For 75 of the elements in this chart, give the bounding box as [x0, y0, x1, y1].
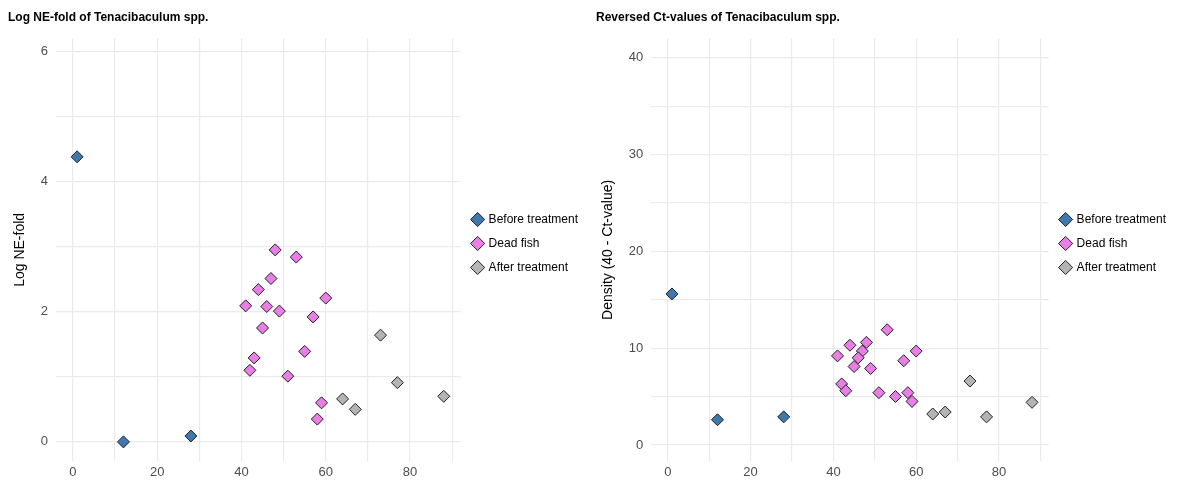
point	[860, 335, 873, 349]
y-axis-title: Density (40 - Ct-value)	[599, 179, 616, 320]
legend-label: After treatment	[1076, 259, 1157, 274]
point	[897, 354, 911, 368]
legend-label: Dead fish	[488, 235, 540, 250]
point	[272, 304, 286, 318]
x-tick-label: 60	[318, 463, 333, 479]
point	[980, 410, 994, 424]
point	[437, 389, 451, 403]
point	[116, 435, 130, 449]
point	[70, 150, 84, 164]
point	[888, 390, 902, 404]
y-tick-label: 0	[40, 433, 49, 449]
point	[260, 300, 274, 314]
point	[710, 413, 724, 427]
y-tick-label: 6	[40, 42, 49, 58]
legend-label: Dead fish	[1076, 235, 1128, 250]
legend-label: Before treatment	[1076, 211, 1167, 226]
point	[839, 384, 853, 398]
y-axis-title: Log NE-fold	[11, 212, 28, 287]
point	[843, 338, 857, 352]
point	[963, 374, 977, 388]
point	[665, 287, 679, 301]
legend-label: After treatment	[488, 259, 569, 274]
point	[901, 386, 915, 400]
x-tick-label: 80	[991, 463, 1007, 479]
legend-label: Before treatment	[488, 211, 579, 226]
point	[298, 344, 312, 358]
x-tick-label: 0	[664, 463, 672, 479]
y-tick-label: 0	[636, 436, 644, 452]
x-tick-label: 80	[402, 463, 418, 479]
point	[251, 283, 265, 297]
x-tick-label: 40	[234, 463, 249, 479]
y-tick-label: 2	[40, 303, 49, 319]
y-tick-label: 30	[628, 146, 644, 162]
point	[256, 321, 270, 335]
x-tick-label: 20	[743, 463, 758, 479]
point	[909, 344, 923, 358]
x-tick-label: 40	[826, 463, 841, 479]
point	[306, 310, 320, 324]
point	[289, 250, 303, 264]
point	[268, 243, 282, 257]
point	[777, 410, 791, 424]
point	[281, 369, 295, 383]
y-tick-label: 4	[40, 173, 49, 189]
x-tick-label: 0	[69, 463, 77, 479]
point	[1025, 395, 1039, 409]
point	[243, 363, 257, 377]
point	[390, 376, 404, 390]
chart-title: Log NE-fold of Tenacibaculum spp.	[8, 9, 209, 24]
point	[847, 360, 861, 374]
point	[926, 407, 940, 421]
point	[864, 361, 878, 375]
point	[336, 392, 350, 406]
point	[938, 405, 952, 419]
point	[851, 351, 865, 365]
point	[319, 291, 333, 305]
point	[348, 402, 362, 416]
chart-title: Reversed Ct-values of Tenacibaculum spp.	[596, 9, 840, 24]
point	[264, 272, 278, 286]
point	[184, 429, 198, 443]
point	[880, 323, 894, 337]
point	[872, 386, 886, 400]
y-tick-label: 10	[628, 339, 644, 355]
point	[239, 299, 253, 313]
point	[905, 394, 919, 408]
point	[831, 349, 845, 363]
point	[310, 412, 324, 426]
y-tick-label: 40	[628, 49, 644, 65]
point	[315, 396, 329, 410]
point	[247, 351, 261, 365]
x-tick-label: 60	[908, 463, 924, 479]
point	[374, 328, 388, 342]
y-tick-label: 20	[628, 242, 644, 258]
x-tick-label: 20	[149, 463, 165, 479]
